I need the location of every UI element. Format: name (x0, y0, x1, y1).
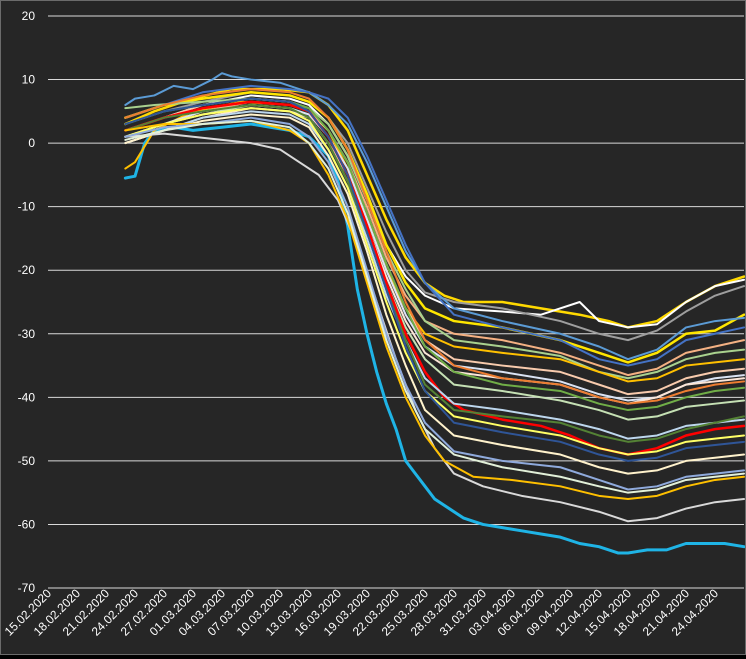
series-line-4 (124, 91, 745, 342)
series-line-7 (124, 84, 745, 367)
y-tick-label: -50 (18, 454, 36, 468)
series-line-19 (124, 103, 745, 443)
series-line-14 (124, 97, 745, 412)
gridlines (48, 15, 744, 589)
series-line-13 (124, 107, 745, 405)
series-line-17 (124, 100, 746, 456)
series-line-20 (124, 107, 745, 456)
series-line-18 (124, 110, 745, 440)
y-tick-label: 20 (22, 9, 36, 23)
series-line-1 (123, 122, 746, 555)
y-tick-label: 10 (22, 73, 36, 87)
y-tick-label: 0 (28, 136, 35, 150)
series-line-15 (124, 88, 745, 405)
series-line-22 (124, 113, 745, 475)
series-layer (123, 72, 746, 555)
x-axis-tick-labels: 15.02.202018.02.202021.02.202024.02.2020… (2, 586, 722, 639)
series-line-26 (124, 119, 745, 494)
y-tick-label: -70 (18, 581, 36, 595)
y-axis-tick-labels: 20 10 0 -10 -20 -30 -40 -50 -60 -70 (18, 9, 36, 595)
series-line-21 (124, 97, 745, 462)
series-line-9 (124, 97, 745, 380)
y-tick-label: -60 (18, 517, 36, 531)
y-tick-label: -40 (18, 390, 36, 404)
series-line-25 (124, 116, 745, 491)
y-tick-label: -10 (18, 200, 36, 214)
series-line-10 (124, 100, 745, 383)
y-tick-label: -30 (18, 327, 36, 341)
y-tick-label: -20 (18, 263, 36, 277)
series-line-3 (124, 94, 745, 329)
series-line-6 (124, 72, 745, 361)
series-line-24 (124, 119, 745, 501)
series-line-5 (124, 91, 746, 364)
